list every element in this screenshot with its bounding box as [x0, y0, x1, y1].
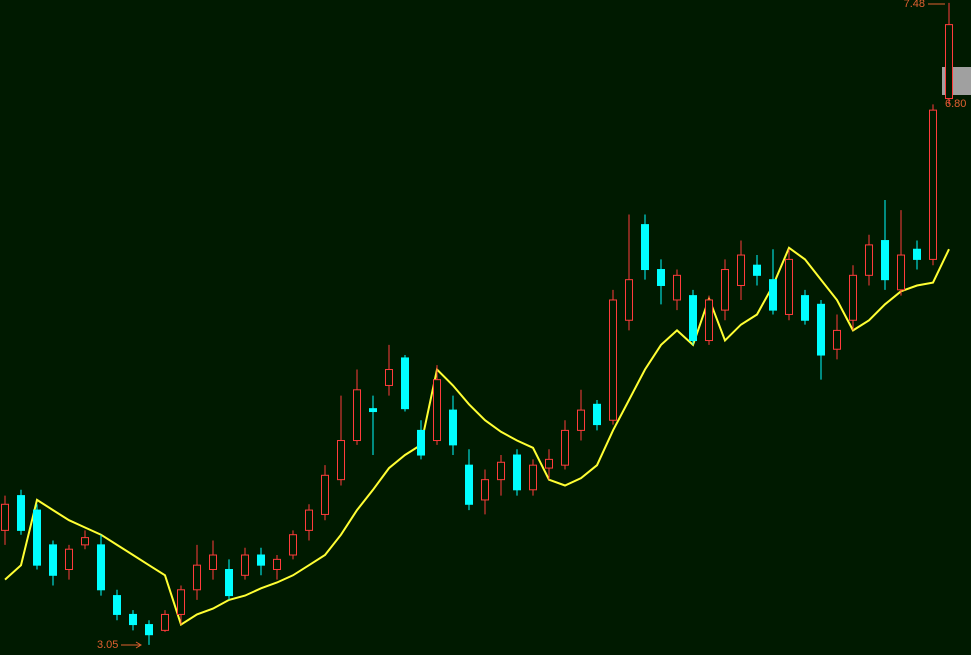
candle-body — [225, 569, 233, 597]
candle-body — [369, 408, 377, 413]
candle-body — [529, 464, 537, 491]
candle-body — [689, 295, 697, 342]
candle-body — [657, 269, 665, 286]
candle-body — [481, 479, 489, 501]
low-annotation: 6.80 — [945, 98, 966, 110]
candle-body — [641, 224, 649, 271]
candle-body — [897, 254, 905, 291]
candle-body — [17, 495, 25, 531]
candle-body — [401, 357, 409, 410]
candle-body — [577, 409, 585, 431]
candle-body — [801, 295, 809, 321]
candle-body — [81, 537, 89, 546]
candle-body — [177, 589, 185, 615]
candle-body — [337, 440, 345, 481]
candle-body — [785, 258, 793, 315]
candle-body — [161, 613, 169, 631]
candle-body — [113, 595, 121, 615]
candle-body — [497, 461, 505, 481]
annotation-arrow-head — [135, 641, 142, 649]
candle-body — [769, 279, 777, 311]
candle-body — [945, 24, 953, 100]
candle-body — [241, 554, 249, 576]
candle-body — [913, 248, 921, 260]
candle-body — [417, 429, 425, 456]
candle-body — [593, 403, 601, 426]
candle-body — [929, 109, 937, 260]
candle-body — [673, 274, 681, 301]
candle-body — [65, 548, 73, 571]
candle-body — [433, 379, 441, 442]
candle-body — [385, 369, 393, 386]
trail-line — [4, 246, 950, 627]
candle-body — [737, 254, 745, 286]
candle-body — [753, 264, 761, 276]
candle-body — [273, 558, 281, 571]
high-annotation: 7.48 — [904, 0, 925, 10]
candle-body — [833, 329, 841, 350]
candle-body — [193, 564, 201, 591]
candle-body — [705, 299, 713, 342]
candle-body — [721, 269, 729, 311]
candle-body — [561, 429, 569, 466]
candle-body — [465, 464, 473, 505]
candle-body — [545, 458, 553, 469]
min-annotation: 3.05 — [97, 639, 118, 651]
candle-body — [257, 554, 265, 566]
candle-body — [881, 240, 889, 281]
candle-body — [97, 544, 105, 591]
candle-body — [33, 509, 41, 566]
candle-body — [449, 409, 457, 446]
candle-body — [849, 274, 857, 321]
candle-body — [209, 554, 217, 571]
candle-body — [513, 454, 521, 491]
candle-body — [289, 534, 297, 556]
candle-body — [145, 624, 153, 636]
candle-body — [321, 474, 329, 515]
candle-body — [129, 613, 137, 626]
candle-body — [609, 299, 617, 421]
candle-body — [865, 244, 873, 276]
candle-body — [353, 389, 361, 442]
candle-body — [305, 509, 313, 531]
candle-body — [1, 503, 9, 531]
candle-body — [817, 303, 825, 356]
candle-body — [49, 544, 57, 576]
candle-body — [625, 279, 633, 321]
